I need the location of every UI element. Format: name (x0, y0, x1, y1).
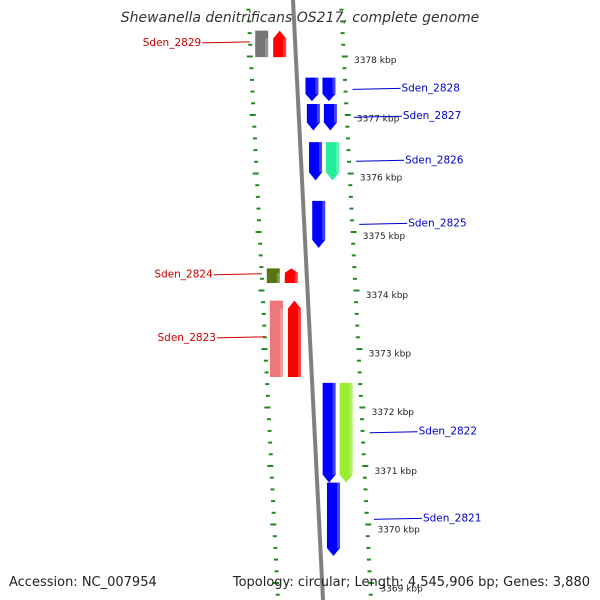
gene-sden-2824[interactable] (266, 268, 298, 284)
genome-summary: Topologycircular Length4,545,906 bp Genes3… (233, 575, 590, 590)
gene-feature-track[interactable] (305, 77, 319, 102)
gene-label-leader (352, 87, 401, 90)
gene-feature-track[interactable] (255, 30, 269, 58)
kbp-tick-label: 3374 kbp (366, 291, 409, 301)
gene-label-leader (356, 159, 405, 162)
kbp-tick-label: 3372 kbp (372, 408, 415, 418)
gene-sden-2825[interactable] (312, 200, 326, 248)
gene-label-leader (373, 517, 422, 520)
gene-label-leader (216, 336, 265, 339)
kbp-tick-label: 3369 kbp (380, 584, 423, 594)
gene-feature-shade (319, 142, 323, 173)
genes-value: 3,880 (544, 575, 590, 590)
tick-layer (246, 8, 375, 596)
kbp-tick-label: 3378 kbp (354, 56, 397, 66)
gene-feature-shade (332, 382, 336, 475)
gene-label-leader (353, 115, 402, 118)
gene-feature-track[interactable] (312, 200, 326, 248)
accession-info: Accession: NC_007954 (9, 575, 157, 590)
gene-feature-shade (315, 77, 319, 95)
genome-backbone (291, 0, 325, 600)
gene-label[interactable]: Sden_2828 (401, 82, 459, 94)
gene-feature-track[interactable] (326, 482, 340, 557)
genes-label: Genes (503, 575, 545, 590)
backbone-layer (291, 0, 325, 600)
gene-feature-track[interactable] (323, 104, 337, 131)
gene-feature-shade (279, 308, 283, 377)
label-layer: 3378 kbp 3377 kbp 3376 kbp 3375 kbp 3374 kbp… (143, 37, 482, 594)
gene-feature-shade (333, 104, 337, 123)
gene-sden-2829[interactable] (255, 30, 287, 58)
gene-feature-track[interactable] (309, 142, 323, 181)
gene-feature-shade (322, 200, 326, 240)
gene-feature-track[interactable] (287, 300, 301, 377)
gene-sden-2826[interactable] (309, 142, 340, 181)
gene-layer (255, 30, 353, 557)
gene-feature-shade (294, 272, 298, 284)
gene-feature-shade (265, 38, 269, 58)
gene-label[interactable]: Sden_2825 (408, 217, 466, 229)
gene-feature-track[interactable] (284, 268, 298, 284)
gene-label[interactable]: Sden_2821 (423, 512, 481, 524)
gene-feature-shade (349, 382, 353, 475)
topology-label: Topology (232, 575, 290, 590)
kbp-tick-label: 3373 kbp (369, 350, 412, 360)
gene-feature-track[interactable] (266, 268, 280, 284)
gene-feature-track[interactable] (273, 30, 287, 58)
map-title: Shewanella denitrificans OS217, complete… (120, 10, 480, 26)
gene-sden-2823[interactable] (269, 300, 301, 377)
gene-feature-track[interactable] (269, 300, 283, 377)
gene-label[interactable]: Sden_2829 (143, 37, 201, 49)
gene-feature-track[interactable] (339, 382, 353, 483)
kbp-tick-label: 3370 kbp (377, 526, 420, 536)
gene-feature-track[interactable] (322, 77, 336, 102)
kbp-tick-label: 3375 kbp (363, 232, 406, 242)
gene-sden-2821[interactable] (326, 482, 340, 557)
gene-label[interactable]: Sden_2823 (158, 332, 216, 344)
topology-value: circular (289, 575, 346, 590)
kbp-tick-label: 3371 kbp (375, 467, 418, 477)
gene-feature-shade (276, 272, 280, 284)
gene-sden-2822[interactable] (322, 382, 353, 483)
length-value: 4,545,906 bp (399, 575, 494, 590)
gene-feature-shade (336, 142, 340, 173)
gene-feature-shade (316, 104, 320, 123)
gene-label-leader (369, 431, 418, 434)
length-label: Length (354, 575, 400, 590)
kbp-tick-label: 3377 kbp (357, 115, 400, 125)
gene-feature-shade (336, 482, 340, 549)
gene-feature-shade (297, 308, 301, 377)
gene-feature-shade (283, 38, 287, 58)
gene-label[interactable]: Sden_2822 (419, 426, 477, 438)
gene-feature-track[interactable] (306, 104, 320, 131)
gene-sden-2827[interactable] (306, 104, 337, 131)
gene-sden-2828[interactable] (305, 77, 336, 102)
gene-feature-track[interactable] (326, 142, 340, 181)
gene-feature-track[interactable] (322, 382, 336, 483)
gene-feature-shade (332, 77, 336, 95)
gene-label[interactable]: Sden_2824 (154, 269, 213, 281)
gene-label-leader (202, 41, 251, 44)
gene-label-leader (359, 222, 408, 225)
gene-label[interactable]: Sden_2827 (403, 110, 461, 122)
gene-label-leader (213, 273, 262, 276)
kbp-tick-label: 3376 kbp (360, 173, 403, 183)
gene-label[interactable]: Sden_2826 (405, 154, 464, 166)
